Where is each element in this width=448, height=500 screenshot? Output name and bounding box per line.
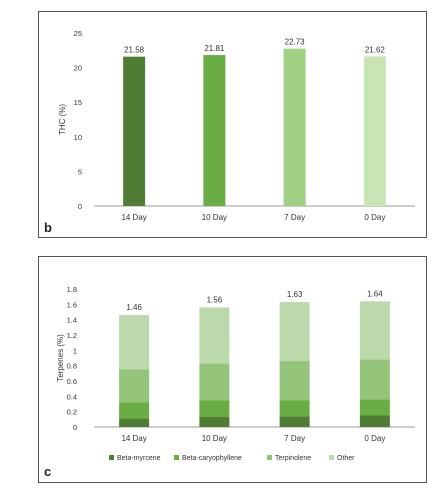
- legend-label: Beta-myrcene: [117, 455, 161, 462]
- bar-segment-beta-caryophyllene: [359, 399, 390, 416]
- bar-value-label: 22.73: [285, 38, 306, 47]
- x-tick-label: 0 Day: [364, 434, 385, 443]
- bar-value-label: 21.62: [365, 45, 386, 54]
- legend-label: Terpinolene: [275, 455, 311, 462]
- x-tick-label: 7 Day: [284, 213, 305, 222]
- y-tick-label: 1.2: [67, 331, 77, 340]
- legend-swatch-beta-myrcene: [109, 455, 114, 460]
- thc-bar-chart: 0 5 10 15 20 25 THC (%) 21.58 14 Day 21.81 10 Day 2…: [58, 29, 415, 222]
- bar-segment-other: [119, 315, 150, 370]
- y-tick-label: 1: [73, 346, 77, 355]
- bar-10-day: [203, 55, 226, 206]
- y-tick-label: 10: [74, 133, 82, 142]
- bar-segment-terpinolene: [119, 369, 150, 403]
- bar-total-label: 1.46: [126, 303, 142, 312]
- bar-segment-beta-caryophyllene: [279, 400, 310, 417]
- bar-segment-beta-myrcene: [199, 417, 230, 427]
- y-tick-label: 25: [74, 29, 82, 38]
- y-axis-label: Terpenes (%): [56, 334, 65, 382]
- y-tick-label: 0.6: [67, 377, 77, 386]
- x-tick-label: 14 Day: [121, 213, 146, 222]
- y-tick-label: 0: [78, 202, 82, 211]
- y-tick-label: 20: [74, 64, 82, 73]
- bar-segment-terpinolene: [199, 363, 230, 401]
- bar-value-label: 21.58: [124, 46, 145, 55]
- bar-segment-other: [359, 301, 390, 360]
- bar-14-day: [123, 56, 146, 207]
- y-tick-label: 0.2: [67, 408, 77, 417]
- x-tick-label: 10 Day: [202, 434, 227, 443]
- bar-0-day: [363, 56, 386, 206]
- bar-segment-terpinolene: [359, 359, 390, 400]
- y-tick-label: 1.6: [67, 300, 77, 309]
- bar-segment-beta-myrcene: [359, 415, 390, 427]
- x-tick-label: 7 Day: [284, 434, 305, 443]
- x-tick-label: 14 Day: [121, 434, 146, 443]
- y-tick-label: 5: [78, 167, 82, 176]
- legend-label: Beta-caryophyllene: [182, 455, 242, 462]
- legend-swatch-beta-caryophyllene: [174, 455, 179, 460]
- legend-swatch-other: [329, 455, 334, 460]
- x-tick-label: 10 Day: [202, 213, 227, 222]
- panel-letter-c: c: [44, 464, 52, 479]
- bar-segment-beta-myrcene: [279, 416, 310, 427]
- y-tick-label: 1.4: [67, 316, 77, 325]
- y-tick-label: 0.8: [67, 362, 77, 371]
- legend-swatch-terpinolene: [267, 455, 272, 460]
- bar-total-label: 1.56: [207, 295, 223, 304]
- bar-total-label: 1.64: [367, 289, 383, 298]
- bar-segment-beta-myrcene: [119, 418, 150, 427]
- y-tick-label: 0: [73, 423, 77, 432]
- bar-7-day: [283, 48, 306, 206]
- bar-total-label: 1.63: [287, 290, 303, 299]
- terpenes-chart-panel: 0 0.2 0.4 0.6 0.8 1 1.2 1.4 1.6 1.8 Terpenes (%) 1.…: [38, 256, 427, 483]
- bar-value-label: 21.81: [204, 44, 225, 53]
- bar-segment-beta-caryophyllene: [119, 402, 150, 419]
- y-tick-label: 15: [74, 98, 82, 107]
- x-tick-label: 0 Day: [364, 213, 385, 222]
- bar-segment-other: [279, 302, 310, 362]
- terpenes-stacked-bar-chart: 0 0.2 0.4 0.6 0.8 1 1.2 1.4 1.6 1.8 Terpenes (%) 1.…: [56, 285, 415, 462]
- y-axis-label: THC (%): [58, 104, 67, 135]
- y-tick-label: 1.8: [67, 285, 77, 294]
- bar-segment-terpinolene: [279, 361, 310, 401]
- thc-chart-panel: 0 5 10 15 20 25 THC (%) 21.58 14 Day 21.81 10 Day 2…: [38, 11, 427, 238]
- legend-label: Other: [337, 455, 355, 462]
- bar-segment-other: [199, 307, 230, 364]
- panel-letter-b: b: [44, 220, 52, 235]
- y-tick-label: 0.4: [67, 392, 77, 401]
- bar-segment-beta-caryophyllene: [199, 400, 230, 418]
